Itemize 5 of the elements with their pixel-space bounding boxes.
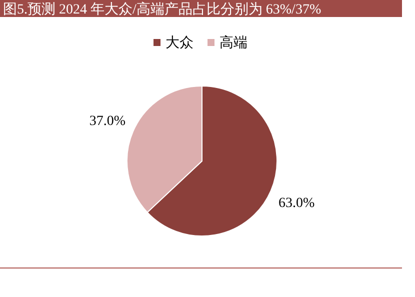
chart-title: 图5.预测 2024 年大众/高端产品占比分别为 63%/37% (3, 2, 322, 18)
legend-label: 大众 (166, 35, 194, 51)
legend-label: 高端 (220, 35, 248, 51)
data-label: 63.0% (278, 196, 315, 211)
data-label: 37.0% (89, 114, 126, 130)
